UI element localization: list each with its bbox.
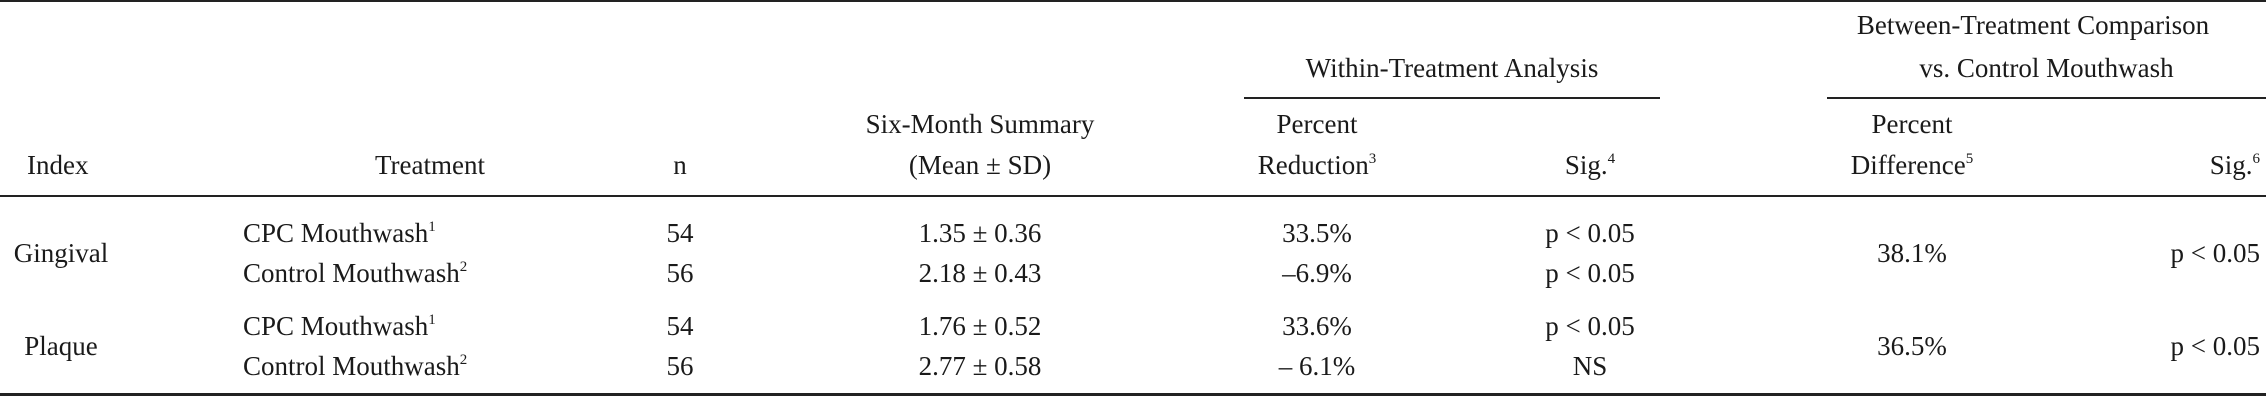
between-treatment-group-header-line1: Between-Treatment Comparison [1856, 10, 2210, 40]
table-row-n: 54 [666, 311, 694, 341]
column-header-summary-line1: Six-Month Summary [865, 109, 1095, 139]
table-row-sig: p < 0.05 [1545, 218, 1635, 248]
table-row-sig: NS [1572, 351, 1608, 381]
table-row-reduction: 33.5% [1282, 218, 1352, 248]
column-header-summary-line2: (Mean ± SD) [908, 150, 1052, 180]
table-row-reduction: 33.6% [1282, 311, 1352, 341]
sig-between-cell-gingival: p < 0.05 [2170, 238, 2260, 268]
table-row-n: 56 [666, 351, 694, 381]
table-bottom-rule [0, 393, 2266, 396]
table-row-summary: 2.77 ± 0.58 [918, 351, 1042, 381]
table-row-reduction: –6.9% [1282, 258, 1352, 288]
column-header-reduction-line2: Reduction3 [1257, 150, 1377, 180]
between-group-rule [1827, 97, 2266, 99]
table-row-summary: 1.35 ± 0.36 [918, 218, 1042, 248]
top-rule [0, 0, 2266, 2]
index-cell-plaque: Plaque [24, 331, 98, 361]
column-header-reduction-line1: Percent [1276, 109, 1358, 139]
between-treatment-group-header-line2: vs. Control Mouthwash [1919, 53, 2174, 83]
within-group-rule [1244, 97, 1660, 99]
column-header-n: n [673, 150, 687, 180]
table-row-treatment: CPC Mouthwash1 [243, 218, 436, 248]
table-row-summary: 1.76 ± 0.52 [918, 311, 1042, 341]
column-header-sig-within: Sig.4 [1564, 150, 1616, 180]
difference-cell-plaque: 36.5% [1877, 331, 1947, 361]
table-row-n: 56 [666, 258, 694, 288]
column-header-difference-line1: Percent [1871, 109, 1953, 139]
table-row-reduction: – 6.1% [1278, 351, 1356, 381]
table-row-treatment: CPC Mouthwash1 [243, 311, 436, 341]
within-treatment-group-header: Within-Treatment Analysis [1305, 53, 1599, 83]
column-header-index: Index [27, 150, 89, 180]
table-row-treatment: Control Mouthwash2 [243, 351, 468, 381]
difference-cell-gingival: 38.1% [1877, 238, 1947, 268]
table-row-summary: 2.18 ± 0.43 [918, 258, 1042, 288]
table-row-treatment: Control Mouthwash2 [243, 258, 468, 288]
column-header-sig-between: Sig.6 [2209, 150, 2260, 180]
table-row-sig: p < 0.05 [1545, 311, 1635, 341]
table-row-sig: p < 0.05 [1545, 258, 1635, 288]
table-row-n: 54 [666, 218, 694, 248]
column-header-treatment: Treatment [375, 150, 485, 180]
column-header-difference-line2: Difference5 [1850, 150, 1974, 180]
header-bottom-rule [0, 195, 2266, 197]
sig-between-cell-plaque: p < 0.05 [2170, 331, 2260, 361]
index-cell-gingival: Gingival [13, 238, 109, 268]
